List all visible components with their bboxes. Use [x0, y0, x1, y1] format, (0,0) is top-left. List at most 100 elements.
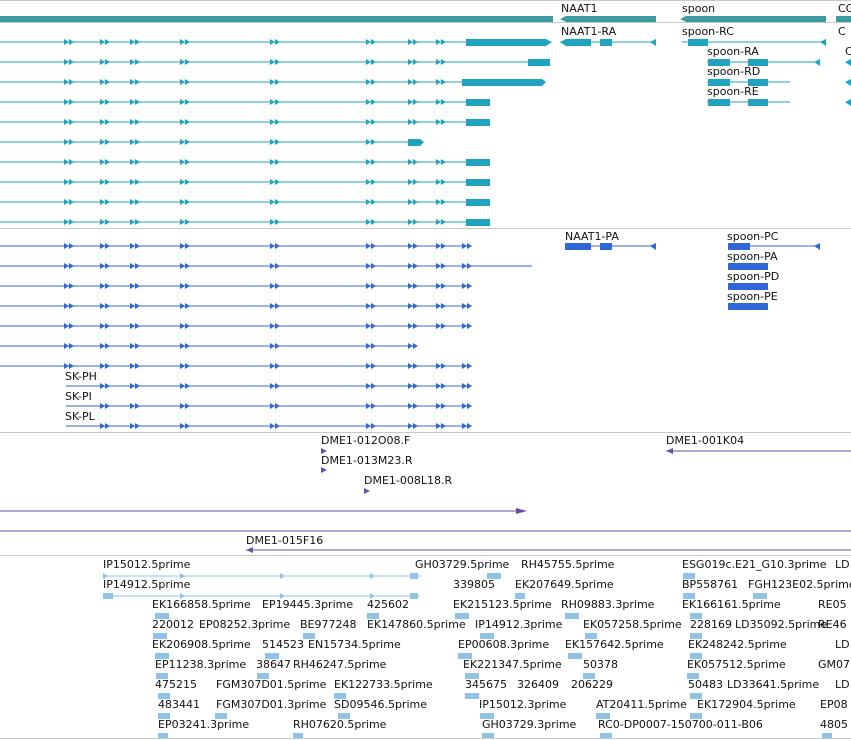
est-label[interactable]: 4805 — [820, 718, 848, 731]
est-label[interactable]: RC0-DP0007-150700-011-B06 — [598, 718, 763, 731]
est-label[interactable]: EK057512.5prime — [687, 658, 786, 671]
est-label[interactable]: 220012 — [152, 618, 194, 631]
est-label[interactable]: EK215123.5prime — [453, 598, 552, 611]
est-label[interactable]: EK207649.5prime — [515, 578, 614, 591]
est-label[interactable]: EP19445.3prime — [262, 598, 354, 611]
est-label[interactable]: EK221347.5prime — [463, 658, 562, 671]
est-label[interactable]: FGH123E02.5prime — [748, 578, 851, 591]
direction-arrow-icon — [69, 363, 74, 369]
gene-label-spoon[interactable]: spoon — [682, 2, 716, 15]
transcript-label-cut-1[interactable]: C — [838, 25, 846, 38]
est-label[interactable]: ESG019c.E21_G10.3prime — [682, 558, 827, 571]
transcript-label-spoon-re[interactable]: spoon-RE — [707, 85, 759, 98]
est-features[interactable] — [103, 573, 832, 738]
protein-label-sk-ph[interactable]: SK-PH — [65, 370, 97, 383]
est-label[interactable]: EP00608.3prime — [458, 638, 550, 651]
est-label[interactable]: 483441 — [158, 698, 200, 711]
est-label[interactable]: EN15734.5prime — [308, 638, 401, 651]
protein-label-sk-pl[interactable]: SK-PL — [65, 410, 95, 423]
gene-label-naat1[interactable]: NAAT1 — [561, 2, 598, 15]
est-label[interactable]: LD — [835, 558, 850, 571]
est-label[interactable]: 50483 — [688, 678, 723, 691]
gene-features[interactable] — [0, 16, 851, 22]
protein-label-spoon-pa[interactable]: spoon-PA — [727, 250, 778, 263]
est-label[interactable]: RH45755.5prime — [521, 558, 615, 571]
est-label[interactable]: 425602 — [367, 598, 409, 611]
protein-label-spoon-pc[interactable]: spoon-PC — [727, 230, 779, 243]
bac-label[interactable]: DME1-013M23.R — [321, 454, 413, 467]
est-label[interactable]: EK147860.5prime — [367, 618, 466, 631]
est-label[interactable]: BE977248 — [300, 618, 357, 631]
protein-label-spoon-pe[interactable]: spoon-PE — [727, 290, 778, 303]
est-label[interactable]: 228169 — [690, 618, 732, 631]
direction-arrow-icon — [270, 263, 275, 269]
direction-arrow-icon — [408, 79, 413, 85]
direction-arrow-icon — [64, 39, 472, 599]
transcript-label-spoon-rd[interactable]: spoon-RD — [707, 65, 761, 78]
est-label[interactable]: IP15012.5prime — [103, 558, 191, 571]
est-label[interactable]: 38647 — [256, 658, 291, 671]
transcript-label-naat1-ra[interactable]: NAAT1-RA — [561, 25, 617, 38]
est-label[interactable]: EP08252.3prime — [199, 618, 291, 631]
est-label[interactable]: EP08 — [820, 698, 848, 711]
bac-clone-features[interactable] — [0, 448, 851, 553]
est-label[interactable]: LD33641.5prime — [727, 678, 820, 691]
transcript-label-spoon-ra[interactable]: spoon-RA — [707, 45, 759, 58]
est-label[interactable]: RE05 — [818, 598, 847, 611]
est-label[interactable]: EK122733.5prime — [334, 678, 433, 691]
est-label[interactable]: 514523 — [262, 638, 304, 651]
protein-features[interactable] — [0, 243, 820, 427]
transcript-label-spoon-rc[interactable]: spoon-RC — [682, 25, 734, 38]
est-label[interactable]: 345675 — [465, 678, 507, 691]
est-label[interactable]: EK157642.5prime — [565, 638, 664, 651]
direction-arrow-icon — [413, 423, 418, 429]
est-label[interactable]: EK166858.5prime — [152, 598, 251, 611]
protein-label-spoon-pd[interactable]: spoon-PD — [727, 270, 780, 283]
est-label[interactable]: RH46247.5prime — [293, 658, 387, 671]
direction-arrow-icon — [100, 403, 105, 409]
est-label[interactable]: GM07 — [818, 658, 851, 671]
est-label[interactable]: FGM307D01.5prime — [216, 678, 327, 691]
est-label[interactable]: EK206908.5prime — [152, 638, 251, 651]
est-label[interactable]: GH03729.3prime — [482, 718, 577, 731]
est-label[interactable]: EP11238.3prime — [155, 658, 247, 671]
est-label[interactable]: IP14912.3prime — [475, 618, 563, 631]
bac-label[interactable]: DME1-001K04 — [666, 434, 745, 447]
est-label[interactable]: EK166161.5prime — [682, 598, 781, 611]
est-label[interactable]: SD09546.5prime — [334, 698, 427, 711]
direction-arrow-icon — [441, 219, 446, 225]
est-label[interactable]: IP15012.3prime — [479, 698, 567, 711]
protein-label-sk-pi[interactable]: SK-PI — [65, 390, 92, 403]
est-label[interactable]: EP03241.3prime — [158, 718, 250, 731]
direction-arrow-icon — [436, 179, 441, 185]
est-label[interactable]: BP558761 — [682, 578, 739, 591]
bac-label[interactable]: DME1-012O08.F — [321, 434, 411, 447]
transcript-label-cut-2[interactable]: C — [845, 45, 851, 58]
direction-arrow-icon — [100, 243, 105, 249]
est-label[interactable]: 206229 — [571, 678, 613, 691]
transcript-features[interactable] — [0, 39, 851, 226]
bac-label[interactable]: DME1-015F16 — [246, 534, 324, 547]
est-label[interactable]: IP14912.5prime — [103, 578, 191, 591]
est-label[interactable]: RE46 — [818, 618, 847, 631]
est-label[interactable]: EK057258.5prime — [583, 618, 682, 631]
est-label[interactable]: 339805 — [453, 578, 495, 591]
est-label[interactable]: LD — [835, 638, 850, 651]
est-label[interactable]: FGM307D01.3prime — [216, 698, 327, 711]
est-label[interactable]: AT20411.5prime — [596, 698, 687, 711]
direction-arrow-icon — [270, 423, 275, 429]
est-label[interactable]: GH03729.5prime — [415, 558, 510, 571]
est-label[interactable]: RH07620.5prime — [293, 718, 387, 731]
gene-label-cg[interactable]: CG — [838, 2, 851, 15]
est-label[interactable]: 326409 — [517, 678, 559, 691]
bac-label[interactable]: DME1-008L18.R — [364, 474, 453, 487]
est-label[interactable]: 475215 — [155, 678, 197, 691]
est-label[interactable]: 50378 — [583, 658, 618, 671]
est-label[interactable]: EK248242.5prime — [688, 638, 787, 651]
est-label[interactable]: LD — [835, 678, 850, 691]
est-label[interactable]: LD35092.5prime — [735, 618, 828, 631]
protein-label-naat1-pa[interactable]: NAAT1-PA — [565, 230, 619, 243]
est-label[interactable]: EK172904.5prime — [697, 698, 796, 711]
est-label[interactable]: RH09883.3prime — [561, 598, 655, 611]
